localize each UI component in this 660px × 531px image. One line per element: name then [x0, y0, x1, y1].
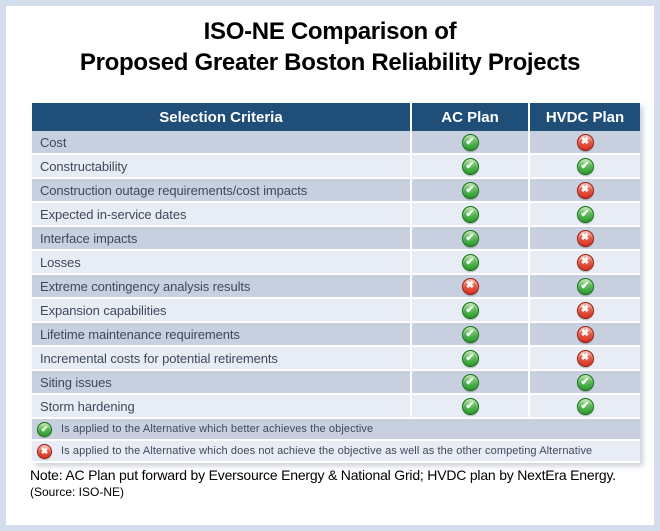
criteria-cell: Cost	[32, 131, 412, 153]
hvdc-plan-cell	[530, 179, 640, 201]
comparison-table: Selection Criteria AC Plan HVDC Plan Cos…	[32, 103, 640, 463]
page: ISO-NE Comparison of Proposed Greater Bo…	[6, 6, 654, 525]
status-icon	[461, 205, 479, 223]
hvdc-plan-cell	[530, 131, 640, 153]
status-icon	[576, 373, 594, 391]
title-line-1: ISO-NE Comparison of	[203, 18, 457, 45]
table-row: Extreme contingency analysis results	[32, 275, 640, 299]
hvdc-plan-cell	[530, 371, 640, 393]
table-row: Lifetime maintenance requirements	[32, 323, 640, 347]
hvdc-plan-cell	[530, 251, 640, 273]
status-icon	[461, 373, 479, 391]
footnote: Note: AC Plan put forward by Eversource …	[30, 467, 630, 499]
hvdc-plan-cell	[530, 227, 640, 249]
status-icon	[576, 397, 594, 415]
status-icon	[576, 181, 594, 199]
hvdc-plan-cell	[530, 323, 640, 345]
criteria-cell: Incremental costs for potential retireme…	[32, 347, 412, 369]
legend-row-check: Is applied to the Alternative which bett…	[32, 419, 640, 441]
table-row: Siting issues	[32, 371, 640, 395]
legend-row-cross: Is applied to the Alternative which does…	[32, 441, 640, 463]
table-row: Expected in-service dates	[32, 203, 640, 227]
ac-plan-cell	[412, 275, 530, 297]
table-row: Cost	[32, 131, 640, 155]
legend-check-text: Is applied to the Alternative which bett…	[61, 423, 374, 435]
footnote-text: Note: AC Plan put forward by Eversource …	[30, 467, 616, 483]
table-row: Storm hardening	[32, 395, 640, 419]
hvdc-plan-cell	[530, 347, 640, 369]
ac-plan-cell	[412, 155, 530, 177]
hvdc-plan-cell	[530, 299, 640, 321]
table-body: Cost Constructability Construction outag…	[32, 131, 640, 419]
status-icon	[461, 181, 479, 199]
status-icon	[576, 325, 594, 343]
cross-icon	[37, 443, 52, 459]
status-icon	[576, 277, 594, 295]
status-icon	[576, 157, 594, 175]
hvdc-plan-cell	[530, 275, 640, 297]
status-icon	[461, 325, 479, 343]
table-row: Incremental costs for potential retireme…	[32, 347, 640, 371]
criteria-cell: Extreme contingency analysis results	[32, 275, 412, 297]
table-row: Losses	[32, 251, 640, 275]
table-row: Constructability	[32, 155, 640, 179]
criteria-cell: Construction outage requirements/cost im…	[32, 179, 412, 201]
criteria-cell: Interface impacts	[32, 227, 412, 249]
criteria-cell: Constructability	[32, 155, 412, 177]
ac-plan-cell	[412, 131, 530, 153]
legend: Is applied to the Alternative which bett…	[32, 419, 640, 463]
legend-cross-text: Is applied to the Alternative which does…	[61, 445, 593, 457]
ac-plan-cell	[412, 299, 530, 321]
status-icon	[576, 253, 594, 271]
table-row: Expansion capabilities	[32, 299, 640, 323]
status-icon	[461, 397, 479, 415]
ac-plan-cell	[412, 251, 530, 273]
criteria-cell: Expected in-service dates	[32, 203, 412, 225]
header-selection-criteria: Selection Criteria	[32, 103, 412, 131]
header-ac-plan: AC Plan	[412, 103, 530, 131]
ac-plan-cell	[412, 323, 530, 345]
ac-plan-cell	[412, 395, 530, 417]
hvdc-plan-cell	[530, 203, 640, 225]
status-icon	[461, 133, 479, 151]
ac-plan-cell	[412, 179, 530, 201]
status-icon	[461, 157, 479, 175]
status-icon	[461, 301, 479, 319]
page-title: ISO-NE Comparison of Proposed Greater Bo…	[6, 16, 654, 78]
criteria-cell: Storm hardening	[32, 395, 412, 417]
status-icon	[461, 349, 479, 367]
criteria-cell: Lifetime maintenance requirements	[32, 323, 412, 345]
status-icon	[576, 349, 594, 367]
status-icon	[461, 253, 479, 271]
check-icon	[37, 421, 52, 437]
status-icon	[576, 229, 594, 247]
header-hvdc-plan: HVDC Plan	[545, 108, 625, 126]
status-icon	[461, 229, 479, 247]
ac-plan-cell	[412, 203, 530, 225]
title-line-2: Proposed Greater Boston Reliability Proj…	[79, 49, 581, 76]
table-row: Interface impacts	[32, 227, 640, 251]
status-icon	[576, 133, 594, 151]
ac-plan-cell	[412, 371, 530, 393]
table-row: Construction outage requirements/cost im…	[32, 179, 640, 203]
ac-plan-cell	[412, 347, 530, 369]
status-icon	[461, 277, 479, 295]
ac-plan-cell	[412, 227, 530, 249]
footnote-source: (Source: ISO-NE)	[30, 485, 125, 499]
table-header-row: Selection Criteria AC Plan HVDC Plan	[32, 103, 640, 131]
criteria-cell: Siting issues	[32, 371, 412, 393]
criteria-cell: Expansion capabilities	[32, 299, 412, 321]
status-icon	[576, 205, 594, 223]
hvdc-plan-cell	[530, 395, 640, 417]
hvdc-plan-cell	[530, 155, 640, 177]
status-icon	[576, 301, 594, 319]
criteria-cell: Losses	[32, 251, 412, 273]
